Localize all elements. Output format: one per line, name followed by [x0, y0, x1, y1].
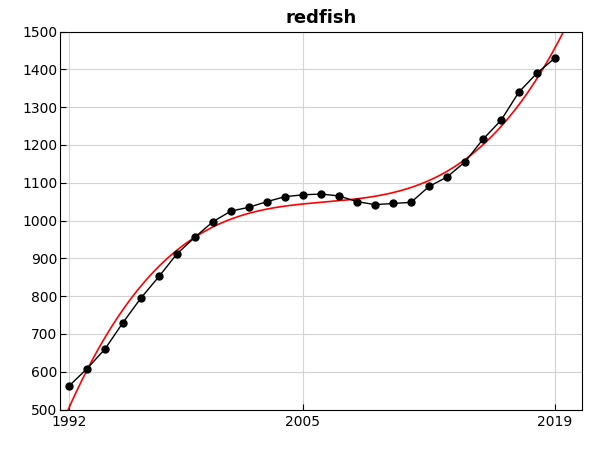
Title: redfish: redfish [286, 9, 356, 27]
